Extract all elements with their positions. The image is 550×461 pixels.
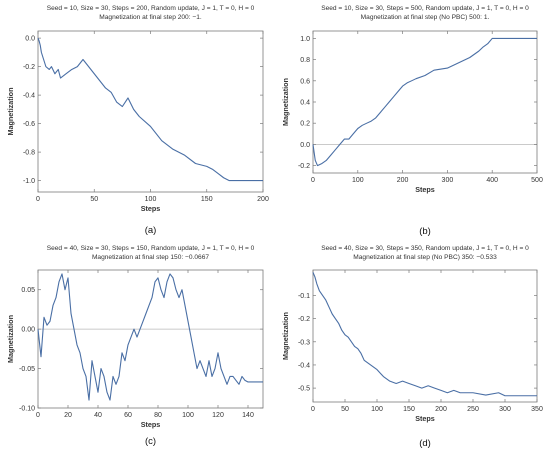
y-tick-label: -0.1 [298, 293, 310, 300]
x-tick-label: 150 [403, 406, 415, 413]
figure-caption: (a) [145, 225, 157, 236]
x-tick-label: 350 [531, 406, 543, 413]
y-tick-label: -0.3 [298, 339, 310, 346]
chart-subtitle: Magnetization at final step 200: −1. [99, 14, 202, 21]
y-tick-label: 0.0 [300, 142, 310, 149]
y-tick-label: -0.4 [298, 362, 310, 369]
x-tick-label: 100 [182, 412, 194, 419]
x-tick-label: 0 [311, 177, 315, 184]
x-tick-label: 100 [145, 196, 157, 203]
x-tick-label: 100 [371, 406, 383, 413]
series-line-0 [312, 272, 537, 397]
y-tick-label: 0.00 [21, 327, 35, 334]
plot-frame [312, 269, 538, 403]
x-tick-label: 120 [212, 412, 224, 419]
x-tick-label: 0 [36, 196, 40, 203]
chart-subtitle: Magnetization at final step (No PBC) 350… [353, 254, 497, 261]
series-line-0 [37, 273, 263, 401]
chart-subtitle: Magnetization at final step (No PBC) 500… [361, 14, 490, 21]
y-tick-label: 0.8 [300, 57, 310, 64]
x-tick-label: 0 [36, 412, 40, 419]
x-tick-label: 300 [499, 406, 511, 413]
y-tick-label: 0.4 [300, 100, 310, 107]
y-axis-label: Magnetization [281, 78, 290, 126]
plot-frame [312, 30, 538, 174]
y-tick-label: 0.2 [300, 121, 310, 128]
y-tick-label: -0.5 [298, 386, 310, 393]
y-tick-label: 0.6 [300, 78, 310, 85]
figure-caption: (d) [419, 438, 431, 449]
x-tick-label: 80 [154, 412, 162, 419]
y-tick-label: -0.4 [23, 93, 35, 100]
x-tick-label: 150 [201, 196, 213, 203]
x-axis-label: Steps [415, 185, 435, 194]
y-axis-label: Magnetization [281, 312, 290, 360]
chart-panel-c: Seed = 40, Size = 30, Steps = 150, Rando… [6, 245, 264, 447]
y-tick-label: -1.0 [23, 178, 35, 185]
chart-title: Seed = 10, Size = 30, Steps = 200, Rando… [47, 5, 255, 12]
x-axis-label: Steps [141, 204, 161, 213]
x-tick-label: 60 [124, 412, 132, 419]
series-line-0 [37, 37, 263, 182]
chart-title: Seed = 10, Size = 30, Steps = 500, Rando… [321, 5, 529, 12]
x-tick-label: 50 [341, 406, 349, 413]
x-tick-label: 200 [397, 177, 409, 184]
x-tick-label: 400 [486, 177, 498, 184]
plot-frame [37, 30, 264, 193]
series-line-0 [312, 37, 537, 167]
y-tick-label: -0.2 [298, 316, 310, 323]
x-tick-label: 200 [257, 196, 269, 203]
x-tick-label: 0 [311, 406, 315, 413]
chart-title: Seed = 40, Size = 30, Steps = 150, Rando… [47, 245, 255, 252]
x-axis-label: Steps [141, 420, 161, 429]
x-tick-label: 20 [64, 412, 72, 419]
x-tick-label: 250 [467, 406, 479, 413]
x-tick-label: 500 [531, 177, 543, 184]
chart-title: Seed = 40, Size = 30, Steps = 350, Rando… [321, 245, 529, 252]
y-tick-label: -0.2 [23, 64, 35, 71]
y-tick-label: 0.05 [21, 287, 35, 294]
x-tick-label: 40 [94, 412, 102, 419]
x-axis-label: Steps [415, 414, 435, 423]
x-tick-label: 100 [352, 177, 364, 184]
y-axis-label: Magnetization [6, 315, 15, 363]
y-tick-label: -0.05 [19, 366, 35, 373]
y-tick-label: 0.0 [25, 36, 35, 43]
chart-panel-d: Seed = 40, Size = 30, Steps = 350, Rando… [281, 245, 543, 449]
x-tick-label: 140 [242, 412, 254, 419]
y-tick-label: -0.2 [298, 163, 310, 170]
plot-frame [37, 269, 264, 409]
x-tick-label: 200 [435, 406, 447, 413]
y-axis-label: Magnetization [6, 88, 15, 136]
y-tick-label: -0.8 [23, 150, 35, 157]
y-tick-label: -0.6 [23, 121, 35, 128]
x-tick-label: 300 [442, 177, 454, 184]
figure-caption: (c) [145, 436, 156, 447]
chart-panel-a: Seed = 10, Size = 30, Steps = 200, Rando… [6, 5, 269, 236]
figure-caption: (b) [419, 226, 431, 237]
x-tick-label: 50 [90, 196, 98, 203]
y-tick-label: -0.10 [19, 406, 35, 413]
chart-panel-b: Seed = 10, Size = 30, Steps = 500, Rando… [281, 5, 543, 237]
chart-subtitle: Magnetization at final step 150: −0.0667 [92, 254, 209, 261]
y-tick-label: 1.0 [300, 36, 310, 43]
